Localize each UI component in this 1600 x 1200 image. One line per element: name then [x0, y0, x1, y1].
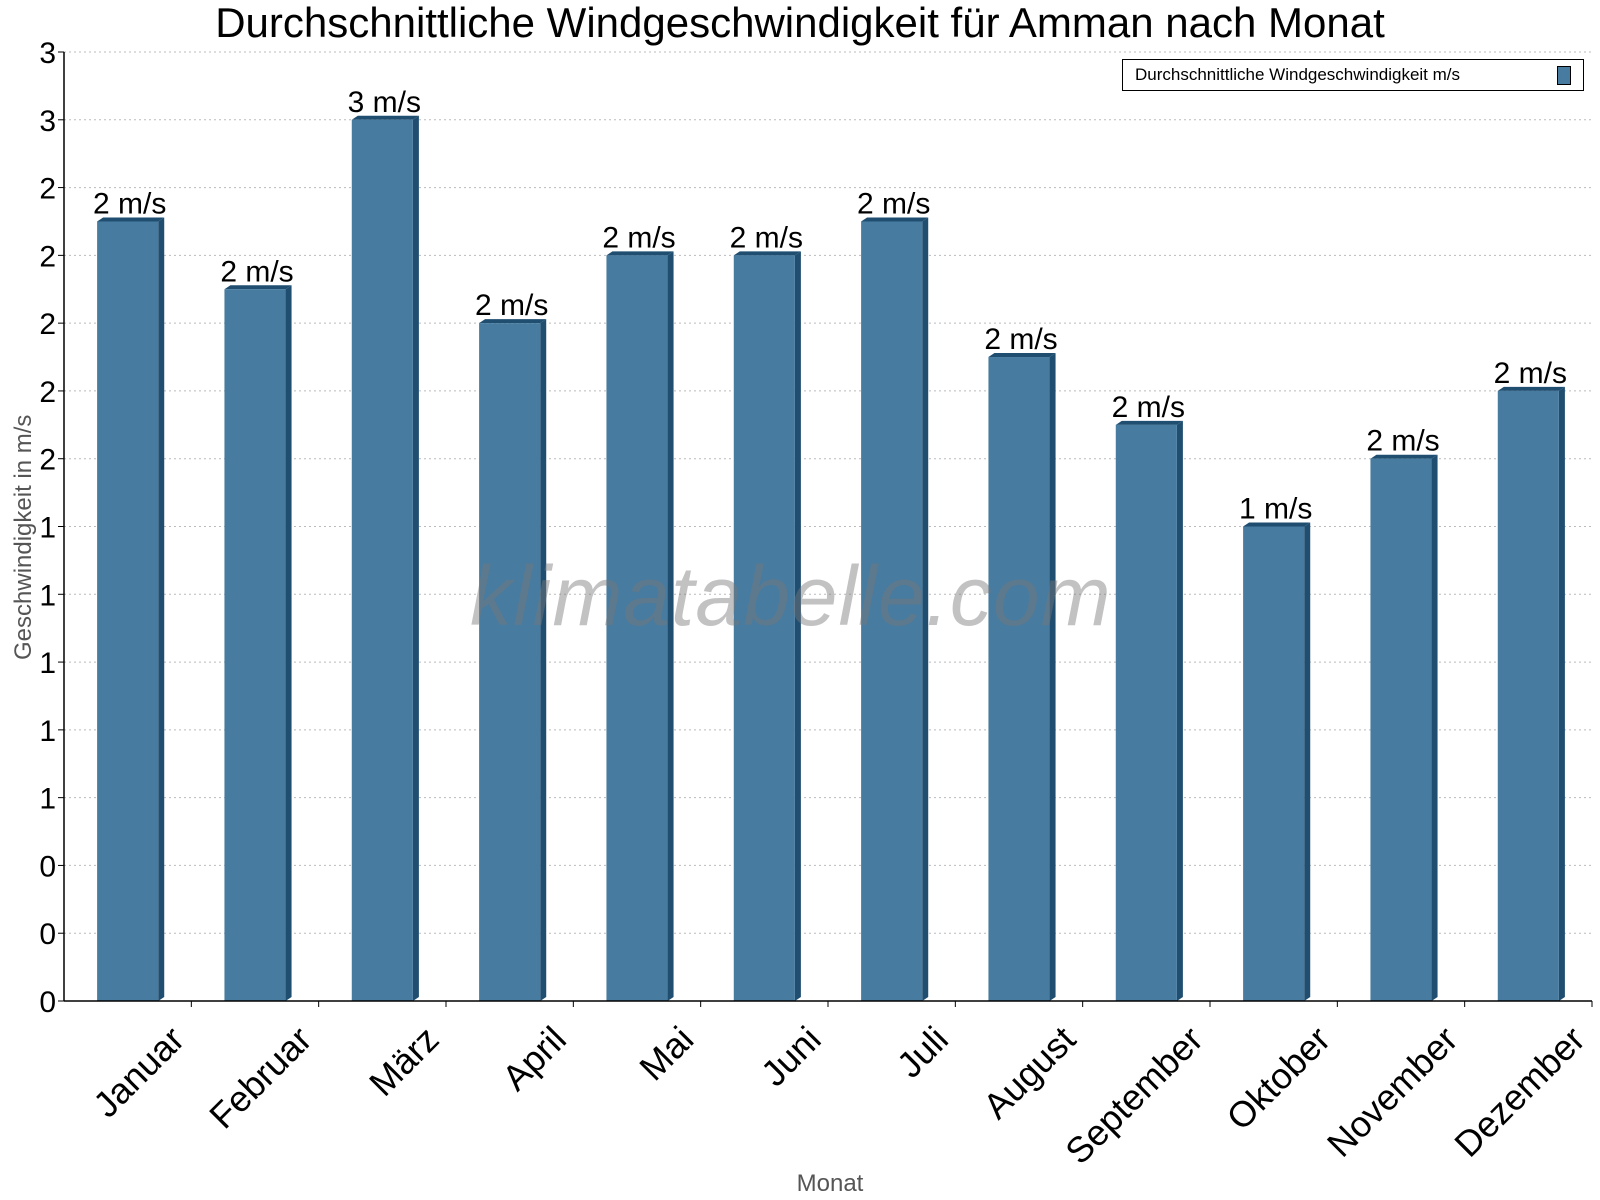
y-tick-label: 1 — [39, 579, 56, 612]
bar-top — [1497, 386, 1565, 391]
data-label: 2 m/s — [730, 221, 803, 254]
y-tick-label: 1 — [39, 783, 56, 816]
bar — [606, 255, 668, 1001]
x-axis-title: Monat — [796, 1170, 864, 1197]
y-tick-label: 1 — [39, 512, 56, 545]
bar-side — [158, 217, 165, 1001]
bar — [861, 221, 923, 1001]
bar — [224, 289, 286, 1001]
bar-top — [1370, 454, 1438, 459]
data-label: 2 m/s — [602, 221, 675, 254]
bar — [1370, 458, 1432, 1001]
x-tick-label: Oktober — [1218, 1018, 1338, 1138]
bar-top — [861, 217, 929, 222]
data-label: 2 m/s — [220, 255, 293, 288]
x-tick-label: Januar — [85, 1018, 192, 1125]
data-label: 2 m/s — [93, 187, 166, 220]
y-tick-label: 1 — [39, 715, 56, 748]
bar-top — [733, 251, 801, 256]
data-label: 2 m/s — [984, 323, 1057, 356]
x-tick-label: Dezember — [1446, 1018, 1592, 1164]
y-tick-label: 0 — [39, 850, 56, 883]
bar-side — [1558, 386, 1565, 1001]
legend-label: Durchschnittliche Windgeschwindigkeit m/… — [1135, 65, 1461, 84]
bar-top — [988, 353, 1056, 358]
x-tick-label: Februar — [201, 1018, 319, 1136]
x-tick-label: April — [494, 1018, 574, 1098]
y-tick-label: 3 — [39, 37, 56, 70]
bar-top — [1115, 420, 1183, 425]
bar-top — [479, 319, 547, 324]
bar-side — [540, 319, 547, 1002]
y-tick-label: 1 — [39, 647, 56, 680]
bar — [733, 255, 795, 1001]
bar-side — [1049, 353, 1056, 1001]
x-tick-label: März — [361, 1018, 447, 1104]
grid-lines — [64, 51, 1592, 934]
legend-swatch — [1557, 66, 1571, 85]
x-tick-label: Juli — [889, 1018, 956, 1085]
bar — [988, 357, 1050, 1001]
y-tick-label: 2 — [39, 376, 56, 409]
bar-side — [1176, 420, 1183, 1002]
bar-top — [224, 285, 292, 290]
x-tick-label: September — [1057, 1018, 1211, 1172]
bar-side — [667, 251, 674, 1001]
chart-title: Durchschnittliche Windgeschwindigkeit fü… — [215, 0, 1385, 46]
bars — [97, 115, 1565, 1002]
bar-side — [922, 217, 929, 1001]
y-tick-label: 2 — [39, 173, 56, 206]
data-label: 3 m/s — [348, 86, 421, 119]
bar — [1497, 390, 1559, 1001]
data-label: 2 m/s — [475, 289, 548, 322]
bar — [1243, 526, 1305, 1001]
y-tick-label: 0 — [39, 918, 56, 951]
bar — [479, 323, 541, 1002]
bar — [1115, 424, 1177, 1002]
legend: Durchschnittliche Windgeschwindigkeit m/… — [1122, 59, 1584, 91]
bar-top — [606, 251, 674, 256]
x-tick-label: Juni — [753, 1018, 829, 1094]
watermark: klimatabelle.com — [470, 549, 1112, 643]
bar-side — [794, 251, 801, 1001]
bar — [351, 119, 413, 1002]
data-label: 2 m/s — [1112, 391, 1185, 424]
data-label: 2 m/s — [1366, 425, 1439, 458]
bar-side — [412, 115, 419, 1002]
y-tick-label: 2 — [39, 308, 56, 341]
bar-top — [97, 217, 165, 222]
x-tick-label: August — [975, 1018, 1083, 1126]
y-tick-label: 0 — [39, 986, 56, 1019]
bar — [97, 221, 159, 1001]
x-tick-label: November — [1319, 1018, 1465, 1164]
y-tick-label: 2 — [39, 444, 56, 477]
bar-top — [1243, 522, 1311, 527]
data-label: 2 m/s — [857, 187, 930, 220]
y-tick-label: 3 — [39, 105, 56, 138]
bar-top — [351, 115, 419, 120]
data-label: 1 m/s — [1239, 493, 1312, 526]
x-tick-label: Mai — [631, 1018, 701, 1088]
bar-side — [1304, 522, 1311, 1001]
bar-side — [285, 285, 292, 1001]
y-tick-label: 2 — [39, 240, 56, 273]
y-axis-title: Geschwindigkeit in m/s — [10, 414, 37, 660]
data-label: 2 m/s — [1494, 357, 1567, 390]
bar-side — [1431, 454, 1438, 1001]
axes — [58, 51, 1593, 1007]
